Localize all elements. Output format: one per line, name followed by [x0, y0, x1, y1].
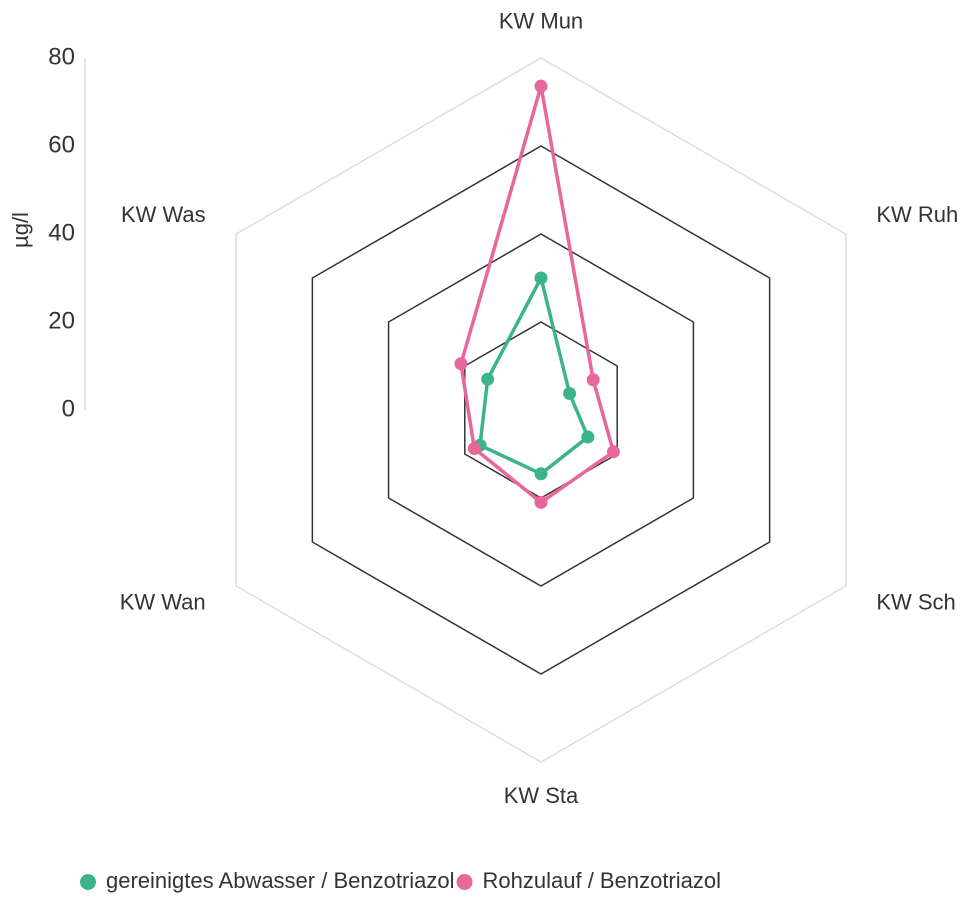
- data-point: [467, 442, 481, 455]
- data-point: [534, 271, 548, 285]
- legend-label: gereinigtes Abwasser / Benzotriazol: [106, 868, 455, 893]
- legend-marker: [456, 874, 473, 890]
- y-axis-label: µg/l: [8, 212, 33, 248]
- category-label: KW Ruh: [876, 202, 958, 227]
- y-tick-label: 0: [62, 395, 75, 422]
- legend-marker: [80, 874, 96, 890]
- data-point: [534, 467, 548, 481]
- y-tick-label: 40: [48, 219, 75, 246]
- category-label: KW Sta: [504, 783, 579, 808]
- data-point: [534, 79, 548, 93]
- y-tick-label: 80: [48, 43, 75, 70]
- category-label: KW Mun: [499, 9, 583, 34]
- data-point: [534, 495, 548, 509]
- data-point: [581, 430, 595, 444]
- data-point: [586, 373, 600, 387]
- grid-ring: [387, 233, 695, 587]
- grid-ring: [311, 145, 771, 675]
- legend-label: Rohzulauf / Benzotriazol: [483, 868, 721, 893]
- data-point: [606, 445, 620, 459]
- category-label: KW Sch: [876, 589, 955, 614]
- grid-ring: [235, 57, 847, 763]
- data-point: [481, 372, 495, 386]
- series-line: [478, 273, 590, 476]
- category-label: KW Was: [121, 202, 206, 227]
- y-tick-label: 60: [48, 131, 75, 158]
- y-tick-label: 20: [48, 307, 75, 334]
- category-label: KW Wan: [120, 589, 206, 614]
- data-point: [563, 387, 577, 400]
- data-point: [454, 357, 468, 371]
